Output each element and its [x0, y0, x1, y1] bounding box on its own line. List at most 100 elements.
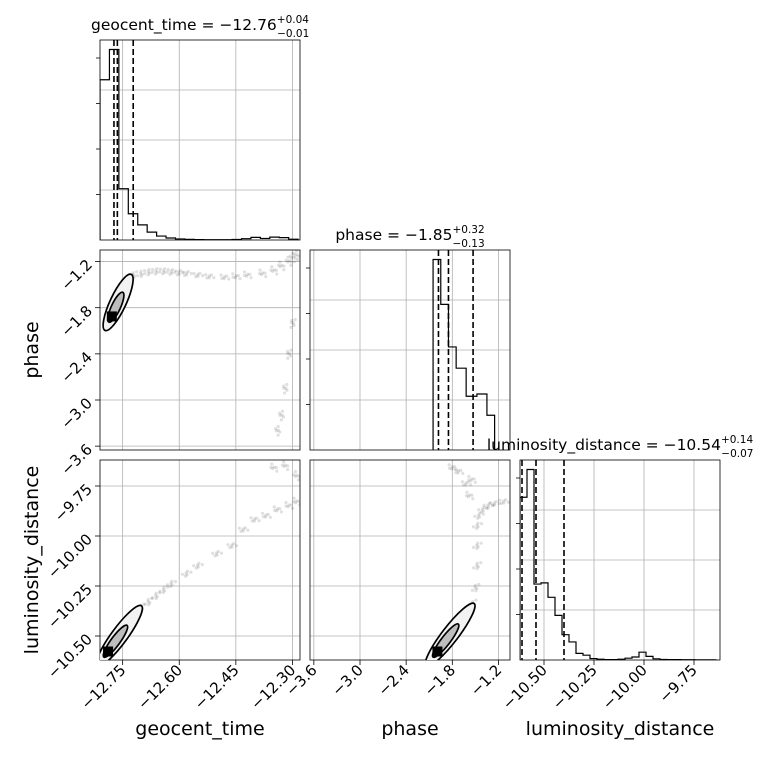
- histogram-bin: [562, 635, 569, 660]
- ytick-label: −10.25: [44, 580, 96, 632]
- y-axis-label-phase: phase: [21, 321, 43, 378]
- sample-point: [471, 521, 484, 531]
- histogram-bin: [433, 260, 441, 450]
- sample-point: [226, 542, 239, 550]
- sample-point: [135, 269, 147, 279]
- scatter-panel-geocent_time-vs-luminosity_distance: [99, 459, 301, 661]
- sample-point: [286, 348, 293, 360]
- sample-point: [151, 591, 162, 601]
- histogram-outline: [432, 258, 496, 450]
- sample-point: [269, 462, 279, 473]
- title-minus: −0.13: [452, 238, 484, 250]
- sample-point: [472, 561, 483, 571]
- histogram-bin: [128, 214, 137, 240]
- sample-point: [276, 260, 286, 272]
- ytick-label: −9.75: [51, 480, 96, 525]
- density-contours: [102, 273, 134, 332]
- ytick-label: −3.6: [57, 440, 95, 478]
- histogram-bin: [100, 80, 109, 240]
- sample-point: [282, 382, 289, 395]
- sample-point: [180, 269, 193, 278]
- density-contours: [424, 602, 476, 660]
- samples: [107, 250, 300, 437]
- ytick-label: −10.00: [44, 530, 96, 582]
- sample-point: [143, 267, 155, 277]
- sample-point: [192, 271, 205, 279]
- histogram-bin: [456, 368, 466, 450]
- title-main: geocent_time = −12.76: [91, 16, 277, 35]
- xtick-label: −3.0: [328, 661, 366, 699]
- hist-panel-geocent_time: geocent_time = −12.76+0.04−0.01: [91, 14, 309, 241]
- sample-point: [158, 585, 170, 595]
- sample-point: [292, 470, 300, 482]
- sample-point: [219, 273, 231, 281]
- title-main: luminosity_distance = −10.54: [487, 436, 721, 455]
- sample-point: [498, 498, 510, 505]
- density-peak: [432, 646, 443, 657]
- sample-point: [143, 596, 154, 607]
- panel-title-geocent_time: geocent_time = −12.76+0.04: [91, 14, 309, 35]
- histogram-bin: [534, 584, 541, 660]
- histogram-bin: [448, 347, 456, 450]
- scatter-panel-geocent_time-vs-phase: [99, 249, 301, 451]
- sample-point: [165, 579, 178, 589]
- sample-point: [467, 474, 477, 484]
- sample-point: [471, 541, 483, 551]
- ytick-label: −10.50: [44, 630, 96, 682]
- sample-point: [180, 569, 193, 578]
- histogram-phase: [432, 250, 496, 450]
- sample-point: [158, 267, 170, 276]
- histogram-bin: [555, 615, 562, 660]
- sample-point: [165, 268, 178, 276]
- sample-point: [291, 496, 300, 507]
- panel-frame: [99, 459, 301, 661]
- histogram-bin: [147, 232, 156, 240]
- title-plus: +0.04: [277, 14, 309, 26]
- xtick-label: −1.2: [467, 661, 505, 699]
- sample-point: [249, 516, 261, 523]
- title-main: phase = −1.85: [335, 226, 452, 244]
- scatter-panel-phase-vs-luminosity_distance: [309, 459, 511, 661]
- sample-point: [260, 511, 272, 519]
- title-plus: +0.32: [452, 224, 484, 236]
- sample-point: [150, 267, 163, 276]
- histogram-outline: [100, 48, 299, 240]
- histogram-bin: [527, 470, 534, 660]
- sample-point: [488, 500, 501, 508]
- sample-point: [231, 272, 242, 281]
- histogram-bin: [520, 497, 527, 660]
- title-minus: −0.07: [721, 448, 753, 460]
- sample-point: [280, 460, 290, 472]
- sample-point: [277, 409, 286, 422]
- xtick-label: −10.00: [599, 661, 651, 713]
- sample-point: [284, 255, 294, 267]
- panel-frame: [309, 459, 511, 661]
- xtick-label: −10.25: [549, 661, 601, 713]
- xtick-label: −1.8: [421, 661, 459, 699]
- histogram-bin: [138, 225, 147, 240]
- histogram-bin: [639, 652, 646, 660]
- ytick-label: −2.4: [57, 348, 95, 386]
- sample-point: [269, 265, 279, 276]
- sample-point: [284, 500, 295, 510]
- ytick-label: −3.0: [57, 394, 95, 432]
- y-axis-label-luminosity_distance: luminosity_distance: [21, 466, 43, 655]
- title-plus: +0.14: [721, 434, 753, 446]
- histogram-outline: [520, 468, 717, 660]
- xtick-label: −9.75: [656, 661, 701, 706]
- density-peak: [103, 646, 114, 657]
- histogram-bin: [119, 189, 128, 240]
- histogram-bin: [548, 597, 555, 660]
- panel-frame: [99, 249, 301, 451]
- panel-title-phase: phase = −1.85+0.32: [335, 224, 484, 244]
- sample-point: [473, 511, 485, 520]
- sample-point: [288, 251, 297, 264]
- sample-point: [272, 505, 284, 514]
- sample-point: [192, 561, 204, 570]
- sample-point: [460, 480, 473, 487]
- sample-point: [470, 582, 481, 593]
- sample-point: [211, 549, 223, 558]
- xtick-label: −2.4: [374, 661, 412, 699]
- histogram-bin: [466, 396, 477, 450]
